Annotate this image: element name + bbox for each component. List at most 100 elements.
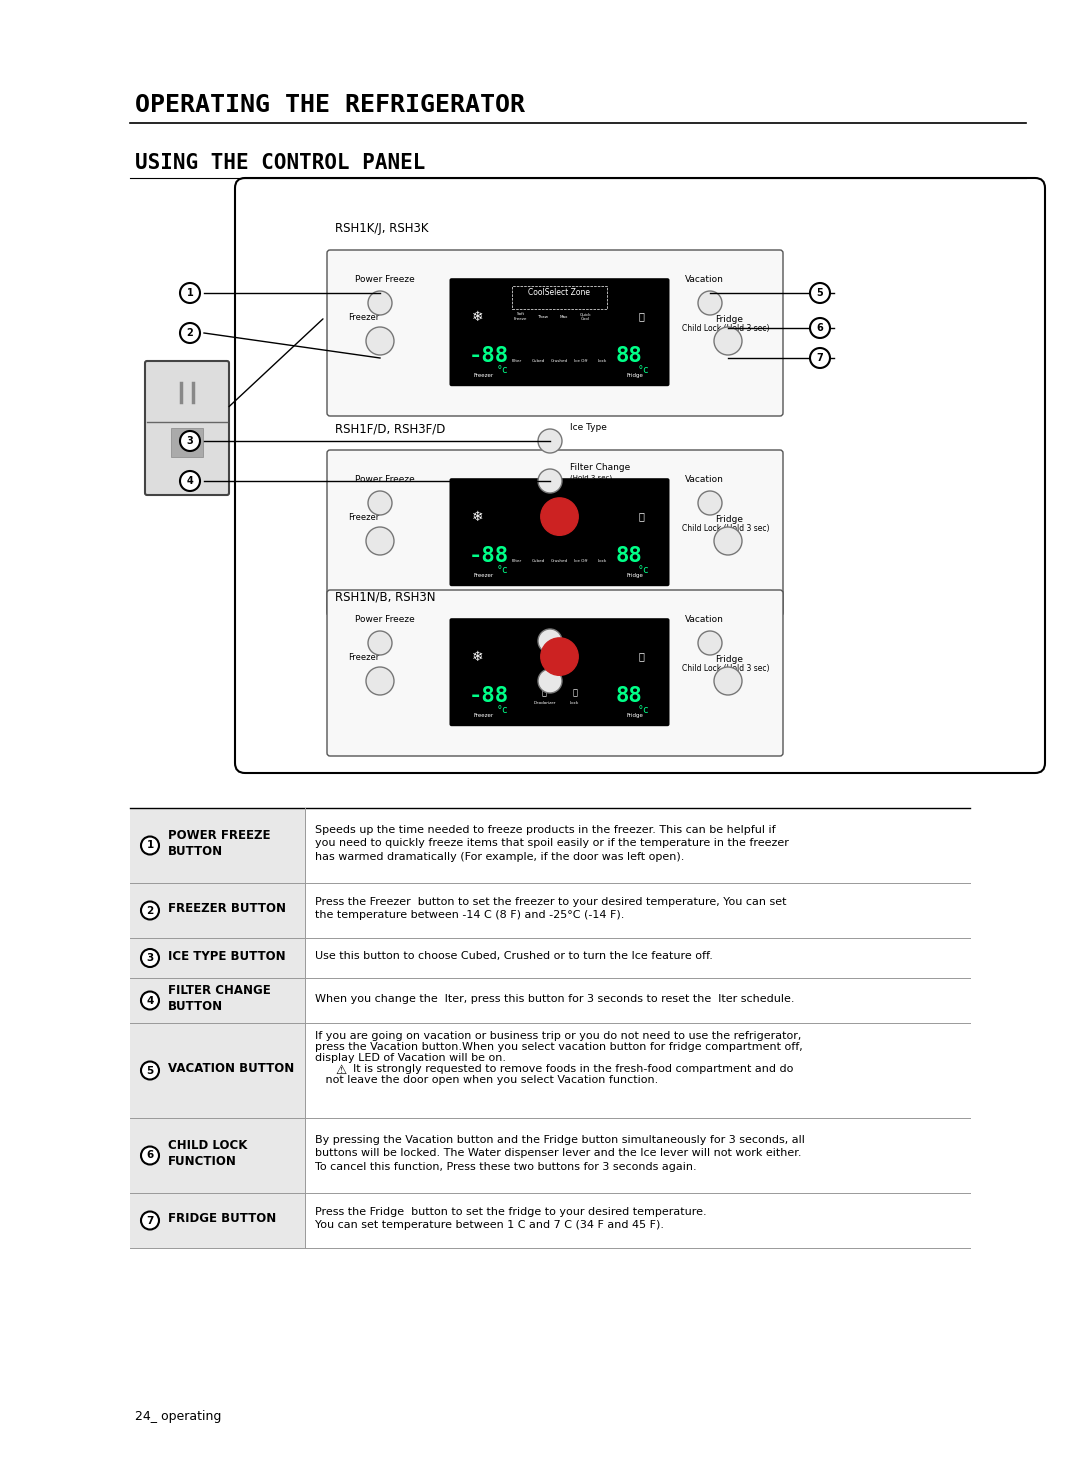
Text: Ice Off: Ice Off (575, 558, 588, 563)
Text: CoolSelect Zone: CoolSelect Zone (528, 289, 591, 298)
Text: Fridge: Fridge (715, 514, 743, 523)
Circle shape (366, 327, 394, 355)
Text: 4: 4 (146, 996, 153, 1006)
Bar (171, 429, 203, 457)
Text: Ice Type: Ice Type (570, 623, 607, 632)
Text: Cubed: Cubed (531, 558, 544, 563)
Text: 6: 6 (816, 323, 823, 333)
Circle shape (541, 638, 578, 675)
Circle shape (698, 491, 723, 516)
Text: 88: 88 (616, 546, 643, 566)
Text: Child Lock (Hold 3 sec): Child Lock (Hold 3 sec) (681, 663, 769, 673)
Text: °c: °c (497, 564, 509, 574)
Text: ICE TYPE BUTTON: ICE TYPE BUTTON (168, 950, 285, 962)
Circle shape (141, 837, 159, 854)
Text: Twin: Twin (550, 507, 569, 516)
Circle shape (714, 327, 742, 355)
Text: 🔒: 🔒 (572, 688, 577, 698)
Text: not leave the door open when you select Vacation function.: not leave the door open when you select … (315, 1075, 658, 1086)
Text: OPERATING THE REFRIGERATOR: OPERATING THE REFRIGERATOR (135, 93, 525, 116)
Circle shape (698, 630, 723, 655)
Circle shape (180, 283, 200, 303)
Bar (512, 286, 607, 309)
Text: 1: 1 (147, 841, 153, 850)
Text: °c: °c (497, 704, 509, 714)
Circle shape (180, 323, 200, 343)
Bar (130, 978, 305, 1024)
Text: Filter Change: Filter Change (570, 464, 631, 473)
Text: Filter: Filter (511, 558, 522, 563)
Text: Vacation: Vacation (685, 616, 724, 625)
Circle shape (366, 527, 394, 555)
Bar (130, 1024, 305, 1118)
Text: ⟳: ⟳ (555, 663, 564, 673)
Text: Crushed: Crushed (551, 359, 568, 362)
Circle shape (368, 630, 392, 655)
Text: Cooling: Cooling (548, 658, 571, 663)
Text: Power Freeze: Power Freeze (355, 616, 415, 625)
Circle shape (541, 498, 578, 535)
Text: Lock: Lock (598, 359, 607, 362)
Circle shape (366, 667, 394, 695)
Text: 🚿: 🚿 (638, 651, 645, 661)
Text: 24_ operating: 24_ operating (135, 1410, 221, 1423)
Text: CHILD LOCK
FUNCTION: CHILD LOCK FUNCTION (168, 1139, 247, 1168)
Text: 7: 7 (816, 354, 823, 362)
Bar (130, 1193, 305, 1248)
Circle shape (368, 491, 392, 516)
Text: ❄: ❄ (472, 510, 483, 523)
Text: 6: 6 (147, 1150, 153, 1161)
Text: 4: 4 (187, 476, 193, 486)
Text: RSH1K/J, RSH3K: RSH1K/J, RSH3K (335, 222, 429, 236)
Text: If you are going on vacation or business trip or you do not need to use the refr: If you are going on vacation or business… (315, 1031, 801, 1041)
Text: USING THE CONTROL PANEL: USING THE CONTROL PANEL (135, 153, 426, 172)
Bar (130, 882, 305, 938)
Text: 88: 88 (616, 686, 643, 706)
Circle shape (141, 1146, 159, 1165)
Text: Freezer: Freezer (474, 373, 494, 379)
Text: Speeds up the time needed to freeze products in the freezer. This can be helpful: Speeds up the time needed to freeze prod… (315, 825, 788, 862)
Text: Vacation: Vacation (685, 474, 724, 485)
Text: °c: °c (637, 365, 649, 374)
Text: 7: 7 (146, 1215, 153, 1226)
Text: FRIDGE BUTTON: FRIDGE BUTTON (168, 1212, 276, 1226)
Circle shape (538, 669, 562, 692)
Text: Max: Max (559, 315, 568, 318)
Text: Thaw: Thaw (537, 315, 548, 318)
Text: °c: °c (637, 704, 649, 714)
Text: 5: 5 (147, 1065, 153, 1075)
Text: Filter Change: Filter Change (570, 663, 631, 673)
Circle shape (180, 471, 200, 491)
Text: Child Lock (Hold 3 sec): Child Lock (Hold 3 sec) (681, 523, 769, 533)
Text: 📋: 📋 (542, 688, 546, 698)
Text: Freezer: Freezer (348, 513, 379, 521)
Text: Press the Fridge  button to set the fridge to your desired temperature.
You can : Press the Fridge button to set the fridg… (315, 1206, 706, 1230)
Text: -88: -88 (469, 546, 509, 566)
Text: °c: °c (497, 365, 509, 374)
FancyBboxPatch shape (145, 361, 229, 495)
Text: Cubed: Cubed (531, 359, 544, 362)
Text: Twin: Twin (550, 647, 569, 655)
Text: RSH1F/D, RSH3F/D: RSH1F/D, RSH3F/D (335, 421, 445, 435)
FancyBboxPatch shape (235, 178, 1045, 773)
Circle shape (141, 901, 159, 919)
Text: Freezer: Freezer (474, 713, 494, 719)
Circle shape (810, 283, 831, 303)
Text: 5: 5 (816, 289, 823, 298)
Bar (130, 938, 305, 978)
Text: Filter: Filter (511, 359, 522, 362)
FancyBboxPatch shape (449, 278, 670, 386)
Text: By pressing the Vacation button and the Fridge button simultaneously for 3 secon: By pressing the Vacation button and the … (315, 1136, 805, 1171)
Text: Fridge: Fridge (626, 713, 644, 719)
Circle shape (141, 1211, 159, 1230)
Text: FILTER CHANGE
BUTTON: FILTER CHANGE BUTTON (168, 984, 271, 1013)
Text: display LED of Vacation will be on.: display LED of Vacation will be on. (315, 1053, 507, 1064)
Text: Crushed: Crushed (551, 558, 568, 563)
Circle shape (368, 292, 392, 315)
Text: It is strongly requested to remove foods in the fresh-food compartment and do: It is strongly requested to remove foods… (353, 1064, 794, 1074)
Circle shape (141, 1062, 159, 1080)
Text: FREEZER BUTTON: FREEZER BUTTON (168, 901, 286, 915)
Text: -88: -88 (469, 346, 509, 367)
FancyBboxPatch shape (449, 619, 670, 726)
Text: Freezer: Freezer (474, 573, 494, 579)
